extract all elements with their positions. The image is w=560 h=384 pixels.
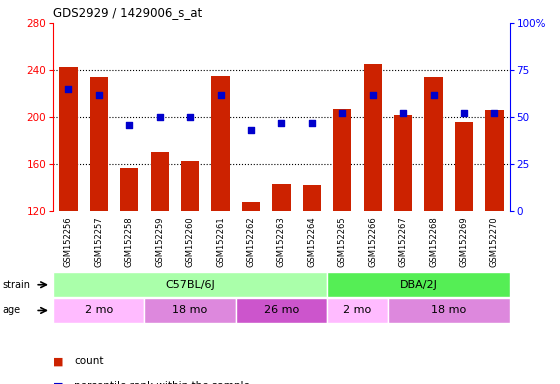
- Text: GSM152260: GSM152260: [185, 217, 195, 267]
- Bar: [144, 298, 236, 323]
- Point: [186, 114, 195, 120]
- Bar: [388, 298, 510, 323]
- Point: [429, 91, 438, 98]
- Text: count: count: [74, 356, 104, 366]
- Point: [246, 127, 255, 133]
- Text: GSM152267: GSM152267: [399, 217, 408, 268]
- Bar: [53, 272, 327, 297]
- Bar: [394, 115, 412, 211]
- Text: 26 mo: 26 mo: [264, 305, 299, 316]
- Bar: [486, 110, 503, 211]
- Text: GDS2929 / 1429006_s_at: GDS2929 / 1429006_s_at: [53, 6, 203, 19]
- Text: GSM152259: GSM152259: [155, 217, 164, 267]
- Text: GSM152268: GSM152268: [429, 217, 438, 268]
- Text: GSM152256: GSM152256: [64, 217, 73, 267]
- Bar: [90, 77, 108, 211]
- Text: C57BL/6J: C57BL/6J: [165, 280, 215, 290]
- Point: [216, 91, 225, 98]
- Bar: [303, 185, 321, 211]
- Bar: [424, 77, 442, 211]
- Text: 18 mo: 18 mo: [172, 305, 208, 316]
- Bar: [333, 109, 351, 211]
- Point: [338, 110, 347, 116]
- Bar: [59, 66, 77, 211]
- Text: GSM152266: GSM152266: [368, 217, 377, 268]
- Text: ■: ■: [53, 356, 64, 366]
- Point: [490, 110, 499, 116]
- Point: [64, 86, 73, 92]
- Bar: [327, 298, 388, 323]
- Text: GSM152263: GSM152263: [277, 217, 286, 268]
- Point: [94, 91, 103, 98]
- Point: [459, 110, 468, 116]
- Text: 2 mo: 2 mo: [85, 305, 113, 316]
- Text: GSM152262: GSM152262: [246, 217, 255, 267]
- Text: GSM152258: GSM152258: [125, 217, 134, 267]
- Bar: [151, 152, 169, 211]
- Bar: [120, 168, 138, 211]
- Text: GSM152257: GSM152257: [94, 217, 104, 267]
- Text: strain: strain: [3, 280, 31, 290]
- Bar: [272, 184, 291, 211]
- Point: [307, 120, 316, 126]
- Text: GSM152270: GSM152270: [490, 217, 499, 267]
- Bar: [242, 202, 260, 211]
- Bar: [181, 161, 199, 211]
- Bar: [53, 298, 144, 323]
- Text: ■: ■: [53, 381, 64, 384]
- Text: 18 mo: 18 mo: [431, 305, 466, 316]
- Text: GSM152261: GSM152261: [216, 217, 225, 267]
- Text: 2 mo: 2 mo: [343, 305, 372, 316]
- Bar: [236, 298, 327, 323]
- Bar: [455, 122, 473, 211]
- Point: [277, 120, 286, 126]
- Text: percentile rank within the sample: percentile rank within the sample: [74, 381, 250, 384]
- Text: DBA/2J: DBA/2J: [399, 280, 437, 290]
- Text: GSM152265: GSM152265: [338, 217, 347, 267]
- Point: [155, 114, 164, 120]
- Text: GSM152264: GSM152264: [307, 217, 316, 267]
- Point: [368, 91, 377, 98]
- Point: [399, 110, 408, 116]
- Bar: [327, 272, 510, 297]
- Bar: [212, 76, 230, 211]
- Bar: [363, 64, 382, 211]
- Text: GSM152269: GSM152269: [459, 217, 469, 267]
- Point: [125, 122, 134, 128]
- Text: age: age: [3, 305, 21, 316]
